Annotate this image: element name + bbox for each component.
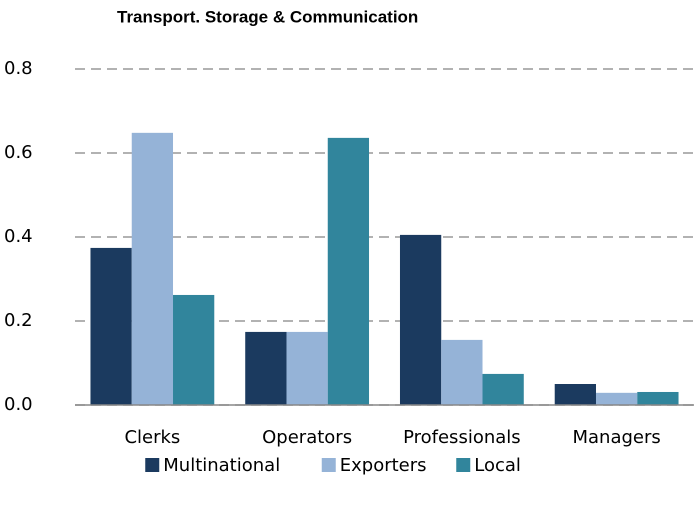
- x-tick-label: Operators: [262, 427, 352, 448]
- chart-title: Transport. Storage & Communication: [117, 7, 418, 26]
- x-tick-label: Professionals: [403, 427, 521, 448]
- bar: [482, 373, 524, 405]
- legend-swatch: [145, 458, 160, 472]
- y-tick-label: 0.0: [4, 394, 33, 415]
- y-tick-label: 0.2: [4, 310, 33, 331]
- bar: [90, 247, 132, 405]
- y-tick-label: 0.8: [4, 58, 33, 79]
- x-tick-label: Managers: [572, 427, 660, 448]
- bar: [399, 234, 442, 405]
- bar: [327, 137, 370, 405]
- legend-label: Multinational: [163, 455, 280, 476]
- y-tick-label: 0.6: [4, 142, 33, 163]
- bar: [637, 391, 679, 405]
- bar: [286, 331, 328, 405]
- bar: [441, 339, 483, 405]
- y-tick-label: 0.4: [4, 226, 33, 247]
- legend-swatch: [456, 458, 471, 472]
- bar: [245, 331, 287, 405]
- x-tick-label: Clerks: [124, 427, 180, 448]
- bar: [595, 392, 638, 405]
- bar: [131, 132, 174, 405]
- legend-label: Exporters: [340, 455, 427, 476]
- legend-label: Local: [474, 455, 521, 476]
- legend-swatch: [321, 458, 336, 472]
- bar: [554, 384, 596, 405]
- bar: [173, 294, 215, 405]
